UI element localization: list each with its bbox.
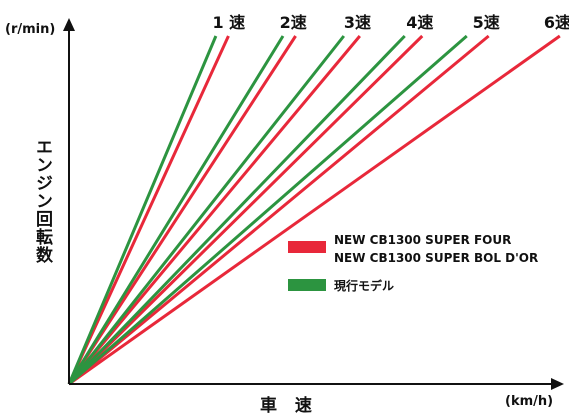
series-line [67,35,345,385]
gear-labels: 1 速 2速 3速 4速 5速 6速 [212,13,569,32]
legend-swatch-new [288,241,326,253]
series-line [67,35,297,385]
series-line [67,35,285,385]
series-lines [67,34,561,386]
series-line [68,34,561,386]
series-line [67,34,424,386]
series-line [68,34,490,386]
legend-label-new-line1: NEW CB1300 SUPER FOUR [334,233,511,247]
y-axis-title: エンジン回転数 [32,138,53,264]
y-unit-label: (r/min) [5,22,55,37]
legend: NEW CB1300 SUPER FOUR NEW CB1300 SUPER B… [288,233,538,293]
legend-label-new-line2: NEW CB1300 SUPER BOL D'OR [334,251,538,265]
x-axis-arrow [551,378,564,390]
legend-swatch-current [288,279,326,291]
gear-label: 1 速 [212,13,245,32]
series-line [67,35,361,385]
gear-label: 3速 [344,13,371,32]
series-line [67,35,230,385]
x-axis-title: 車 速 [260,395,318,416]
series-line [68,34,468,386]
gear-label: 6速 [544,13,569,32]
legend-label-current: 現行モデル [334,278,394,293]
x-unit-label: (km/h) [505,394,553,409]
gear-label: 5速 [473,13,500,32]
gear-label: 2速 [280,13,307,32]
y-axis-arrow [63,18,75,31]
gear-label: 4速 [406,13,433,32]
series-line [67,35,218,385]
series-line [67,34,406,386]
